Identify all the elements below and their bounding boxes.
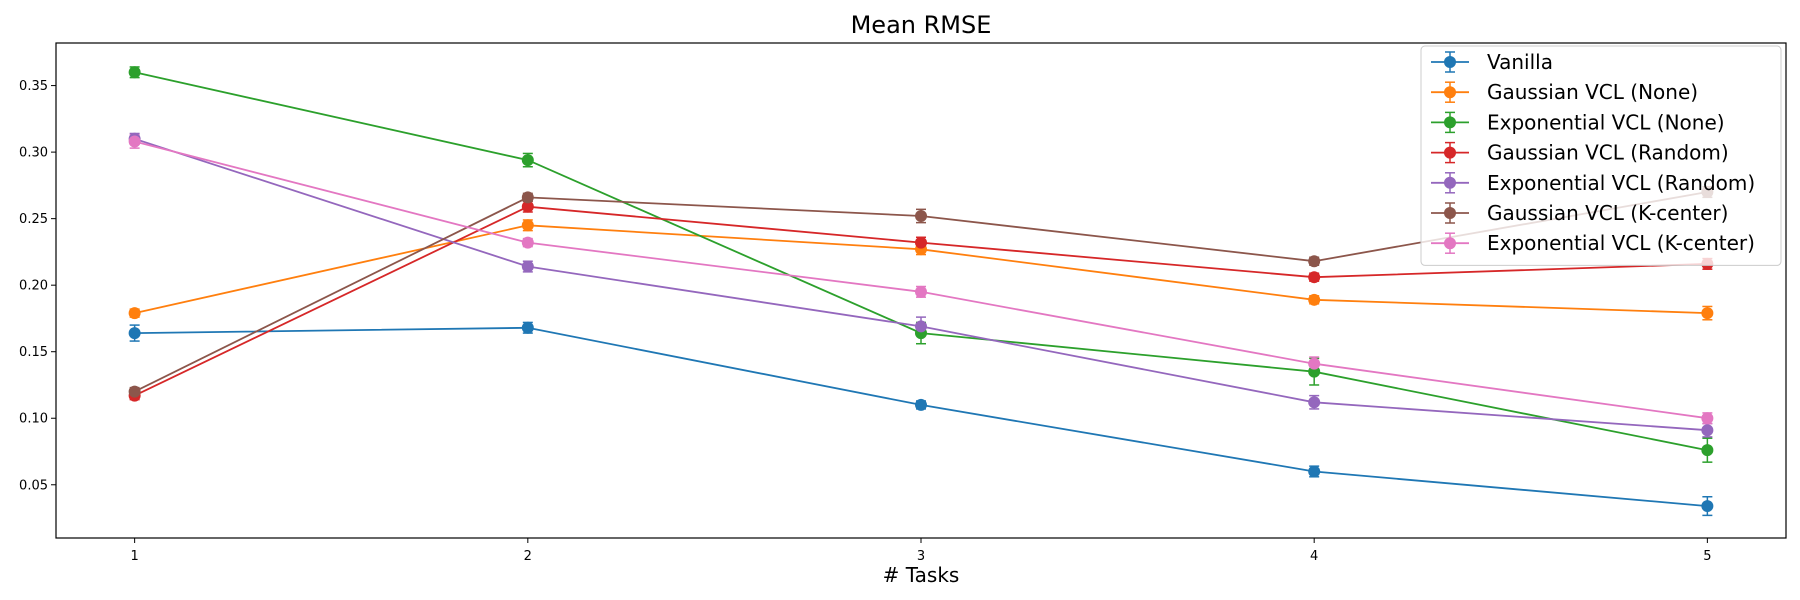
y-tick-label: 0.05 [19,478,48,493]
legend-marker [1444,146,1456,159]
legend-label: Gaussian VCL (None) [1487,80,1698,104]
legend-label: Exponential VCL (Random) [1487,171,1755,195]
data-point [128,66,141,79]
y-tick-label: 0.10 [19,412,48,427]
data-point [1308,396,1321,409]
x-axis-label: # Tasks [883,563,960,587]
x-tick-label: 2 [524,549,532,564]
data-point [1308,465,1321,478]
data-point [915,398,927,411]
series-markers [128,66,1714,513]
legend-label: Exponential VCL (K-center) [1487,231,1755,255]
data-point [1701,500,1714,513]
x-tick-label: 1 [130,549,138,564]
data-point [1701,424,1714,437]
x-tick-label: 4 [1310,549,1318,564]
data-point [1308,293,1321,306]
series-line-0 [134,326,1708,507]
data-point [1701,444,1714,457]
data-point [521,236,534,249]
legend-label: Exponential VCL (None) [1487,110,1725,134]
legend: Vanilla Gaussian VCL (None) Exponential VC… [1420,45,1782,266]
data-point [128,307,141,320]
y-tick-label: 0.30 [19,146,48,161]
legend-marker [1444,237,1456,250]
y-tick-label: 0.25 [19,212,48,227]
legend-marker [1444,86,1456,99]
legend-box [1420,45,1782,266]
chart-title: Mean RMSE [851,11,992,39]
legend-marker [1444,56,1456,68]
data-point [521,260,534,273]
data-point [128,327,141,340]
data-point [521,200,534,213]
y-tick-label: 0.15 [19,345,48,360]
data-point [1308,357,1321,370]
legend-marker [1444,176,1456,189]
data-point [915,285,927,298]
data-point [1701,412,1714,425]
legend-label: Gaussian VCL (Random) [1487,141,1729,165]
data-point [128,135,141,148]
legend-marker [1444,116,1456,129]
data-point [1308,271,1321,284]
legend-label: Gaussian VCL (K-center) [1487,201,1728,225]
data-point [128,385,141,398]
y-tick-label: 0.20 [19,279,48,294]
x-axis-ticks: 1 2 3 4 5 [130,538,1712,564]
data-point [1701,307,1714,320]
data-point [521,191,534,204]
x-tick-label: 3 [917,549,925,564]
data-point [915,209,927,222]
data-point [915,236,927,249]
data-point [915,320,927,333]
y-tick-label: 0.35 [19,79,48,94]
data-point [521,154,534,167]
y-axis-ticks: 0.05 0.10 0.15 0.20 0.25 0.30 0.35 [19,79,56,493]
data-point [1308,255,1321,268]
legend-label: Vanilla [1487,50,1553,74]
legend-marker [1444,207,1456,219]
x-tick-label: 5 [1703,549,1711,564]
data-point [521,219,534,232]
data-point [521,321,534,334]
